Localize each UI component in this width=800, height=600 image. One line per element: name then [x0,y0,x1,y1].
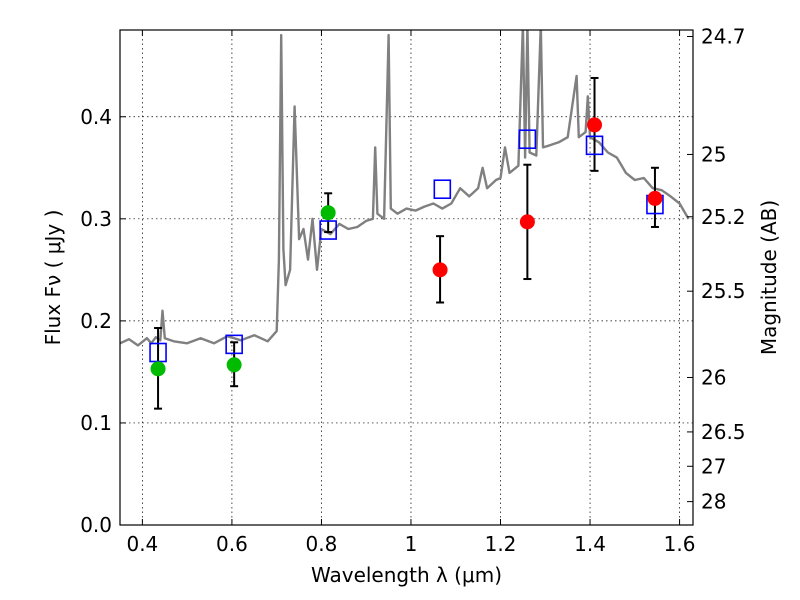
x-tick-label: 1.4 [574,532,606,556]
right-axis-title: Magnitude (AB) [757,200,781,355]
model-square-marker [433,179,452,200]
x-tick-label: 1 [405,532,418,556]
x-tick-label: 1.2 [485,532,517,556]
mag-tick-label: 25 [701,142,726,166]
model-square-marker [319,220,337,240]
y-tick-label: 0.4 [80,105,112,129]
observed-point [432,262,448,278]
magnitude-tick-labels: 24.7 25 25.2 25.5 26 26.5 27 28 [701,25,746,514]
x-axis-title: Wavelength λ (μm) [311,563,502,587]
x-tick-label: 1.6 [664,532,696,556]
grid [120,30,693,525]
observed-point [150,361,166,377]
mag-tick-label: 24.7 [701,25,746,49]
model-square-marker [585,135,604,156]
plot-frame [119,29,694,526]
mag-tick-label: 26.5 [701,420,746,444]
y-tick-labels: 0.0 0.1 0.2 0.3 0.4 [80,105,112,537]
model-photometry-layer [149,129,664,363]
model-square-marker [518,129,537,150]
mag-tick-label: 26 [701,365,726,389]
observed-point [320,205,336,221]
x-tick-label: 0.6 [216,532,248,556]
model-square-marker [225,334,243,355]
y-tick-label: 0.3 [80,207,112,231]
observed-point [226,357,242,373]
observed-photometry-layer [150,117,663,377]
observed-point [587,117,603,133]
x-tick-label: 0.4 [126,532,158,556]
x-tick-label: 0.8 [306,532,338,556]
observed-point [647,190,663,206]
y-tick-label: 0.1 [80,411,112,435]
mag-tick-label: 27 [701,454,726,478]
mag-tick-label: 25.2 [701,205,746,229]
y-axis-title: Flux Fν ( μJy ) [41,210,65,346]
spectrum-layer [120,30,690,347]
y-tick-label: 0.2 [80,309,112,333]
tick-marks [120,30,693,526]
observed-point [519,214,535,230]
x-tick-labels: 0.4 0.6 0.8 1 1.2 1.4 1.6 [126,532,695,556]
spectrum-line [120,30,690,347]
y-tick-label: 0.0 [80,513,112,537]
mag-tick-label: 25.5 [701,279,746,303]
mag-tick-label: 28 [701,490,726,514]
